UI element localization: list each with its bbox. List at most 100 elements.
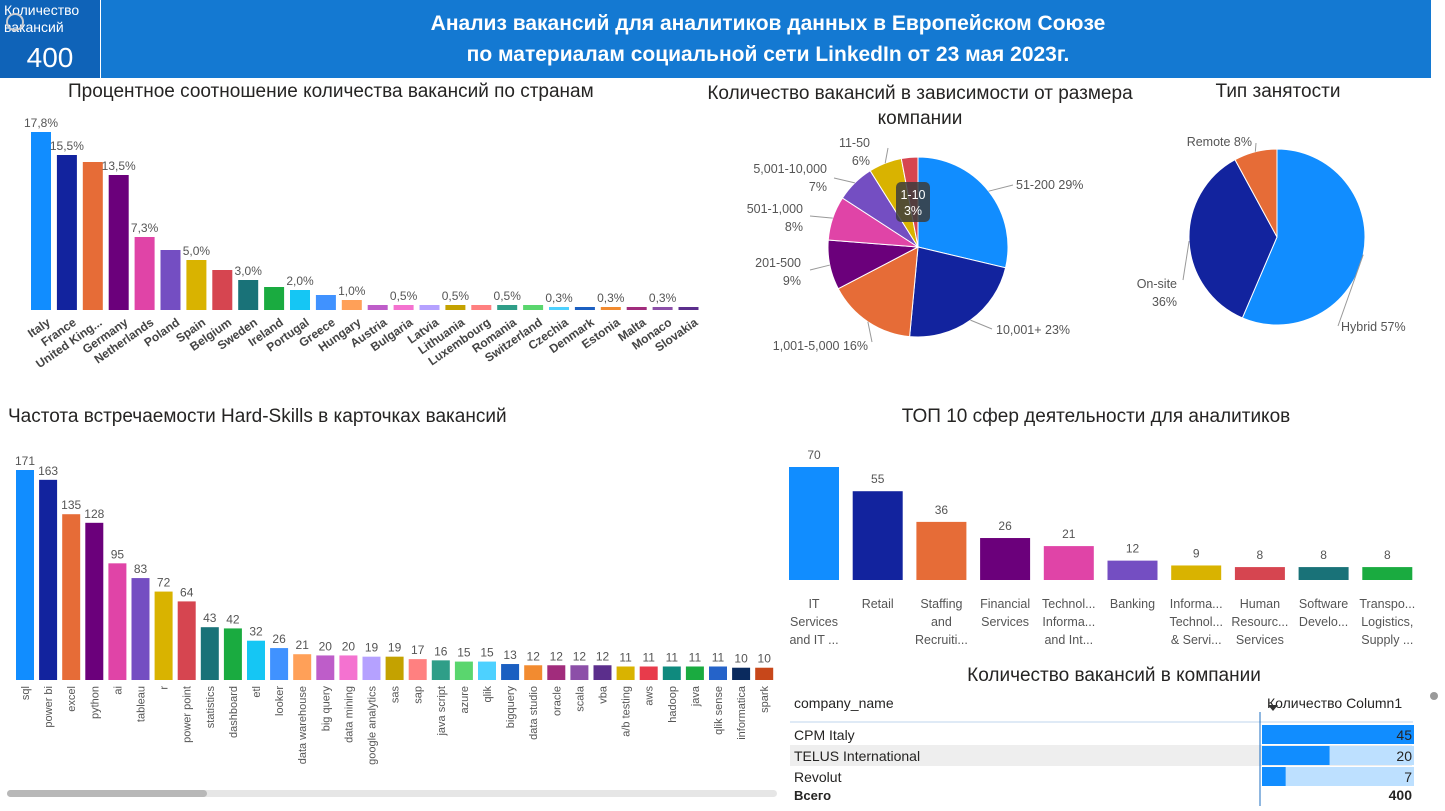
skill-bar[interactable] <box>62 514 81 680</box>
skill-bar[interactable] <box>478 661 496 680</box>
company-size-slice[interactable] <box>917 156 1009 269</box>
country-bar[interactable] <box>31 132 51 310</box>
skill-bar[interactable] <box>131 578 150 680</box>
country-bar[interactable] <box>600 307 621 310</box>
skill-bar[interactable] <box>385 656 404 680</box>
table-row-bar[interactable] <box>1262 767 1286 786</box>
pie-label: 1-10 <box>900 188 925 202</box>
industry-bar[interactable] <box>1234 567 1285 580</box>
country-bar[interactable] <box>108 175 129 310</box>
country-bar[interactable] <box>56 155 77 310</box>
skill-bar[interactable] <box>755 667 774 680</box>
skill-bar[interactable] <box>732 667 751 680</box>
country-bar[interactable] <box>160 250 181 310</box>
country-bar[interactable] <box>315 295 336 310</box>
country-bar[interactable] <box>652 307 673 310</box>
skill-bar[interactable] <box>547 665 566 680</box>
country-bar[interactable] <box>626 307 647 310</box>
skill-bar[interactable] <box>662 666 681 680</box>
company-size-pie-chart[interactable]: 51-200 29% 10,001+ 23% 1,001-5,000 16% 201-… <box>700 130 1140 380</box>
table-cell-company[interactable]: CPM Italy <box>794 727 855 743</box>
skill-bar[interactable] <box>408 659 427 680</box>
industry-bar[interactable] <box>1107 560 1158 580</box>
industry-bar[interactable] <box>1362 567 1413 580</box>
company-size-slice[interactable] <box>909 246 1007 338</box>
country-bar[interactable] <box>393 305 414 310</box>
country-bar[interactable] <box>82 162 103 310</box>
skill-bar[interactable] <box>247 640 265 680</box>
country-bar[interactable] <box>678 307 699 310</box>
table-cell-company[interactable]: Revolut <box>794 769 842 785</box>
country-bar[interactable] <box>341 300 362 310</box>
skill-bar[interactable] <box>501 664 520 680</box>
skill-bar[interactable] <box>270 648 289 680</box>
country-bar[interactable] <box>264 287 285 310</box>
country-bar[interactable] <box>290 290 310 310</box>
more-options-dot[interactable] <box>1430 692 1438 700</box>
industry-bar[interactable] <box>916 521 967 580</box>
employment-type-slice[interactable] <box>1188 158 1278 319</box>
skill-bar[interactable] <box>16 470 34 680</box>
skill-bar[interactable] <box>593 665 612 680</box>
industry-tick-label: Logistics, <box>1361 615 1413 629</box>
industry-bar[interactable] <box>1298 567 1349 580</box>
table-row-bar[interactable] <box>1262 746 1330 765</box>
skill-bar[interactable] <box>685 666 704 680</box>
skill-bar[interactable] <box>639 666 658 680</box>
pie-label: 9% <box>783 274 801 288</box>
skill-bar[interactable] <box>200 627 219 680</box>
skill-value-label: 11 <box>712 650 725 664</box>
industry-bar[interactable] <box>852 491 903 580</box>
skill-bar[interactable] <box>431 660 450 680</box>
industry-bar[interactable] <box>1043 546 1094 580</box>
industry-tick-label: Financial <box>980 597 1030 611</box>
employment-type-slice[interactable] <box>1241 148 1366 326</box>
company-size-slice[interactable] <box>837 246 919 338</box>
skill-bar[interactable] <box>154 591 173 680</box>
table-cell-company[interactable]: TELUS International <box>794 748 920 764</box>
skill-bar[interactable] <box>454 661 473 680</box>
country-bar[interactable] <box>186 260 207 310</box>
skill-bar[interactable] <box>570 665 589 680</box>
skill-bar[interactable] <box>339 655 358 680</box>
country-bar[interactable] <box>523 305 544 310</box>
country-bar[interactable] <box>497 305 518 310</box>
skill-bar[interactable] <box>177 601 196 680</box>
industries-bar-chart[interactable]: 70 IT Services and IT ... 55 Retail 36 Staffing… <box>780 440 1430 655</box>
skill-bar[interactable] <box>293 654 312 680</box>
country-bar[interactable] <box>134 237 155 310</box>
skill-bar[interactable] <box>524 665 543 680</box>
country-bar[interactable] <box>212 270 233 310</box>
country-bar[interactable] <box>445 305 466 310</box>
country-bar[interactable] <box>238 280 259 310</box>
table-row-bar[interactable] <box>1262 725 1414 744</box>
industry-bar[interactable] <box>789 467 839 580</box>
skill-bar[interactable] <box>85 522 104 680</box>
skill-bar[interactable] <box>362 656 381 680</box>
country-value-label: 0,5% <box>390 289 418 303</box>
skill-bar[interactable] <box>108 563 127 680</box>
country-bar[interactable] <box>471 305 492 310</box>
skill-bar[interactable] <box>709 666 727 680</box>
country-bar[interactable] <box>549 307 569 310</box>
skill-bar[interactable] <box>616 666 635 680</box>
industry-bar[interactable] <box>1171 565 1222 580</box>
country-bar[interactable] <box>574 307 595 310</box>
skill-bar[interactable] <box>316 655 335 680</box>
employment-type-slice[interactable] <box>1234 148 1278 238</box>
skills-bar-chart[interactable]: 171 sql 163 power bi 135 excel 128 python 95 ai 83… <box>0 440 780 785</box>
employment-type-pie-chart[interactable]: Hybrid 57% On-site 36% Remote 8% <box>1120 130 1440 350</box>
skill-bar[interactable] <box>223 628 242 680</box>
industry-bar[interactable] <box>980 538 1031 580</box>
skill-tick-label: etl <box>251 686 263 698</box>
country-bar[interactable] <box>419 305 440 310</box>
companies-table[interactable]: company_name Количество Column1 CPM Italy 4… <box>785 688 1425 808</box>
company-size-title: Количество вакансий в зависимости от раз… <box>707 83 1133 129</box>
skill-bar[interactable] <box>39 479 58 680</box>
scrollbar-thumb[interactable] <box>7 790 207 797</box>
country-bar[interactable] <box>367 305 388 310</box>
scrollbar-track[interactable] <box>7 790 777 797</box>
skill-tick-label: dashboard <box>228 686 240 738</box>
pie-label: 51-200 29% <box>1016 178 1083 192</box>
